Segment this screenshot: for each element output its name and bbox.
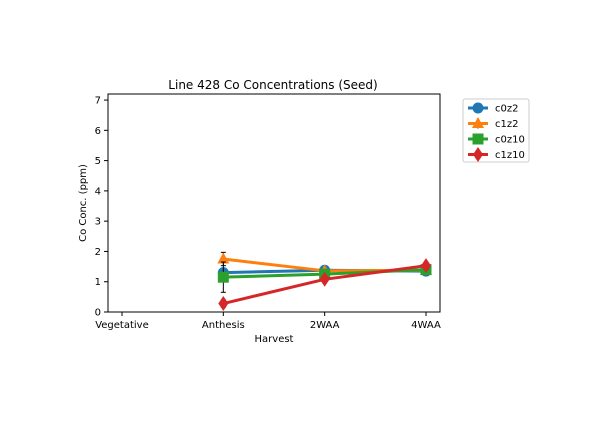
legend: c0z2 c1z2 c0z10 c1z10 bbox=[462, 98, 530, 163]
legend-label: c0z10 bbox=[495, 135, 525, 146]
data-point bbox=[421, 258, 431, 274]
legend-label: c1z2 bbox=[495, 119, 518, 130]
y-tick-label: 3 bbox=[95, 217, 101, 228]
series-c1z10 bbox=[218, 258, 431, 312]
legend-label: c0z2 bbox=[495, 104, 518, 115]
y-tick-label: 4 bbox=[95, 186, 101, 197]
legend-item: c1z10 bbox=[468, 147, 525, 162]
x-axis-title: Harvest bbox=[255, 334, 294, 345]
legend-item: c0z10 bbox=[468, 133, 525, 146]
legend-marker bbox=[473, 147, 483, 162]
legend-label: c1z10 bbox=[495, 150, 525, 161]
x-tick-label: Anthesis bbox=[202, 320, 245, 331]
legend-marker bbox=[472, 102, 484, 114]
y-tick-label: 5 bbox=[95, 156, 101, 167]
series-layer bbox=[217, 251, 432, 312]
data-point bbox=[218, 296, 229, 312]
y-tick-label: 2 bbox=[95, 247, 101, 258]
legend-item: c0z2 bbox=[468, 102, 518, 115]
x-tick-label: 2WAA bbox=[310, 320, 340, 331]
y-tick-label: 6 bbox=[95, 126, 101, 137]
data-point bbox=[217, 252, 230, 264]
x-axis: Vegetative Anthesis 2WAA 4WAA bbox=[95, 312, 441, 331]
y-axis-title: Co Conc. (ppm) bbox=[78, 164, 89, 242]
legend-marker bbox=[472, 117, 484, 128]
y-tick-label: 0 bbox=[95, 308, 101, 319]
plot-frame bbox=[107, 93, 441, 313]
legend-box bbox=[462, 98, 530, 163]
x-tick-label: Vegetative bbox=[95, 320, 149, 331]
chart-title: Line 428 Co Concentrations (Seed) bbox=[168, 78, 377, 92]
y-tick-label: 7 bbox=[95, 96, 101, 107]
legend-item: c1z2 bbox=[468, 117, 518, 130]
x-tick-label: 4WAA bbox=[411, 320, 441, 331]
y-tick-label: 1 bbox=[95, 277, 101, 288]
legend-marker bbox=[472, 133, 484, 145]
data-point bbox=[319, 271, 330, 287]
y-axis: 0 1 2 3 4 5 6 7 bbox=[95, 96, 108, 319]
data-point bbox=[217, 271, 229, 283]
